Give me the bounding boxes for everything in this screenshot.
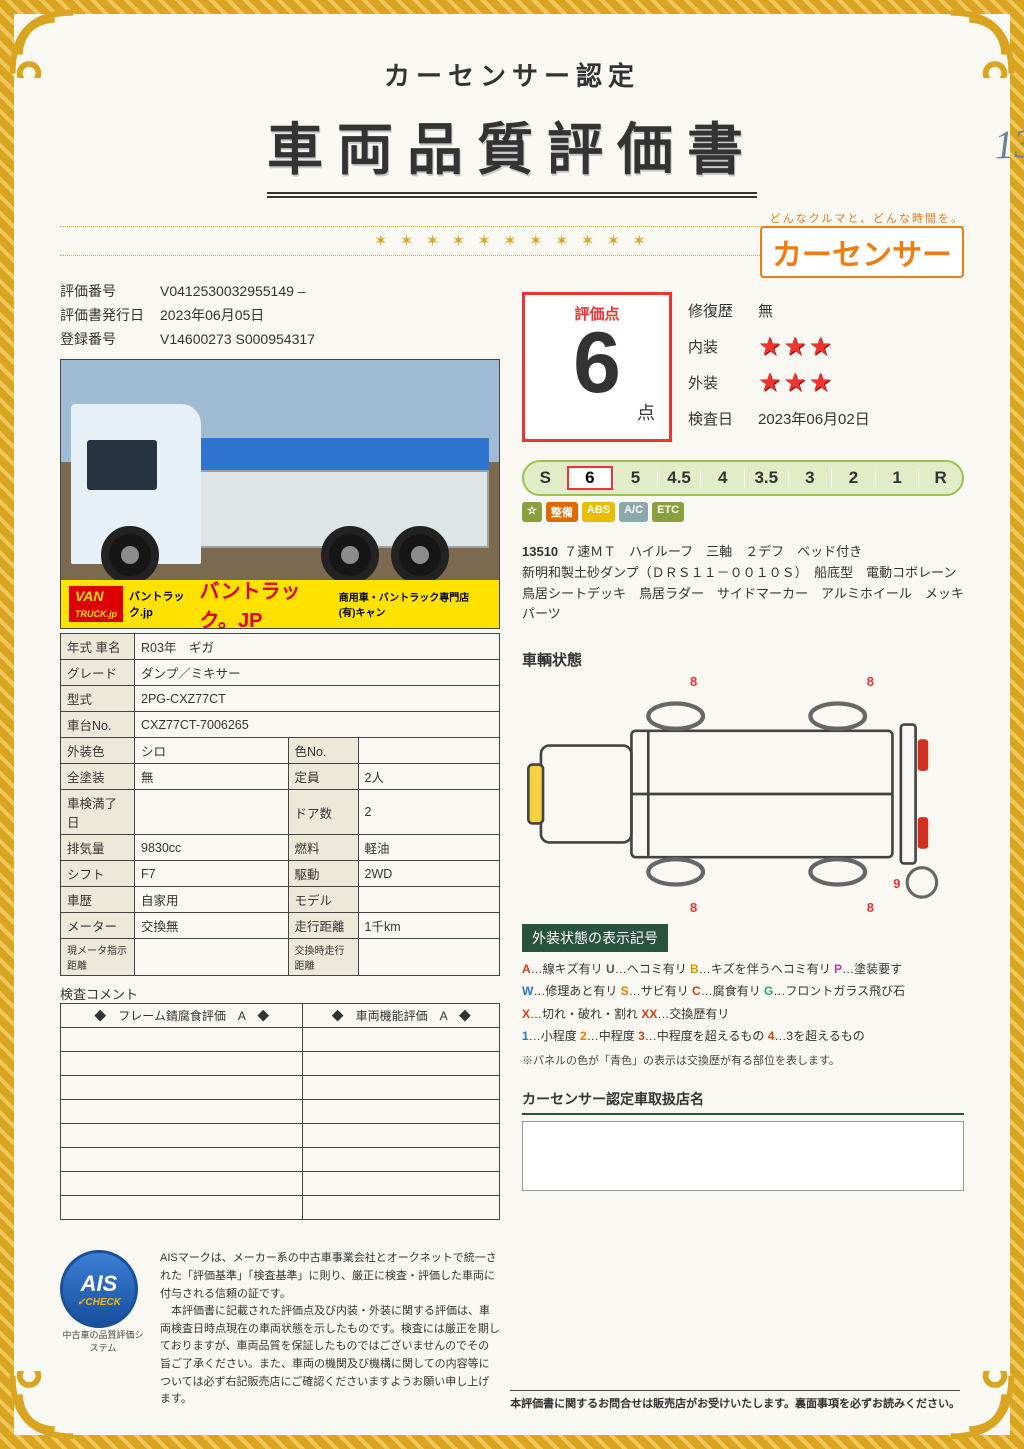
vendor-banner: VANTRUCK.jp バントラック.jp バントラック。JP 商用車・バントラ… [61,580,499,628]
ais-caption: 中古車の品質評価システム [60,1328,146,1354]
description: 13510７速ＭＴ ハイルーフ 三軸 ２デフ ベッド付き 新明和製土砂ダンプ（Ｄ… [522,542,964,625]
content: 評価番号V0412530032955149 – 評価書発行日2023年06月05… [60,280,964,1409]
vehicle-diagram: 88889 [522,674,964,914]
ais-badge-icon: AIS ✓CHECK [60,1250,138,1328]
issue-date: 2023年06月05日 [160,304,264,328]
comment-label: 検査コメント [60,984,500,1003]
vendor-main: バントラック。JP [200,575,333,629]
legend-title: 外装状態の表示記号 [522,924,668,952]
footer-note: 本評価書に関するお問合せは販売店がお受けいたします。裏面事項を必ずお読みください… [510,1390,960,1411]
ais-block: AIS ✓CHECK 中古車の品質評価システム AISマークは、メーカー系の中古… [60,1250,500,1408]
dealer-box [522,1121,964,1191]
vendor-small: バントラック.jp [129,588,194,620]
comment-table: ◆ フレーム錆腐食評価 A ◆◆ 車両機能評価 A ◆ [60,1003,500,1220]
right-column: どんなクルマと、どんな時間を。 カーセンサー 評価点 6 点 修復歴無 内装★★… [522,280,964,1409]
score-value: 6 [525,320,669,406]
vendor-sub: 商用車・バントラック専門店 (有)キャン [339,589,491,619]
score-box: 評価点 6 点 [522,292,672,442]
eval-no-label: 評価番号 [60,280,160,304]
diagram-label: 車輌状態 [522,649,964,670]
ais-text: AISマークは、メーカー系の中古車事業会社とオークネットで統一された「評価基準」… [160,1250,500,1408]
spec-table: 年式 車名R03年 ギガ グレードダンプ／ミキサー 型式2PG-CXZ77CT … [60,633,500,976]
left-column: 評価番号V0412530032955149 – 評価書発行日2023年06月05… [60,280,500,1409]
brand-logo: カーセンサー [760,226,964,278]
vendor-logo: VANTRUCK.jp [69,586,123,622]
exterior-stars: ★★★ [758,367,834,398]
reg-no: V14600273 S000954317 [160,328,315,352]
vehicle-photo: VANTRUCK.jp バントラック.jp バントラック。JP 商用車・バントラ… [60,359,500,629]
score-details: 修復歴無 内装★★★ 外装★★★ 検査日2023年06月02日 [688,292,870,436]
meta-block: 評価番号V0412530032955149 – 評価書発行日2023年06月05… [60,280,500,351]
dealer-label: カーセンサー認定車取扱店名 [522,1089,964,1115]
issue-label: 評価書発行日 [60,304,160,328]
score-scale: S654.543.5321R [522,460,964,496]
subtitle: カーセンサー認定 [60,56,964,93]
interior-stars: ★★★ [758,331,834,362]
title: 車両品質評価書 [267,105,757,198]
corner-ornament [946,8,1016,78]
feature-chips: ☆整備ABSA/CETC [522,502,964,522]
corner-ornament [8,1371,78,1441]
legend: A…線キズ有リ U…ヘコミ有リ B…キズを伴うヘコミ有リ P…塗装要すW…修理あ… [522,958,964,1071]
eval-no: V0412530032955149 – [160,280,306,304]
certificate: カーセンサー認定 車両品質評価書 13510 ✶ ✶ ✶ ✶ ✶ ✶ ✶ ✶ ✶… [0,0,1024,1449]
corner-ornament [8,8,78,78]
reg-label: 登録番号 [60,328,160,352]
handwritten-number: 13510 [993,116,1024,168]
brand-tagline: どんなクルマと、どんな時間を。 [522,210,964,226]
